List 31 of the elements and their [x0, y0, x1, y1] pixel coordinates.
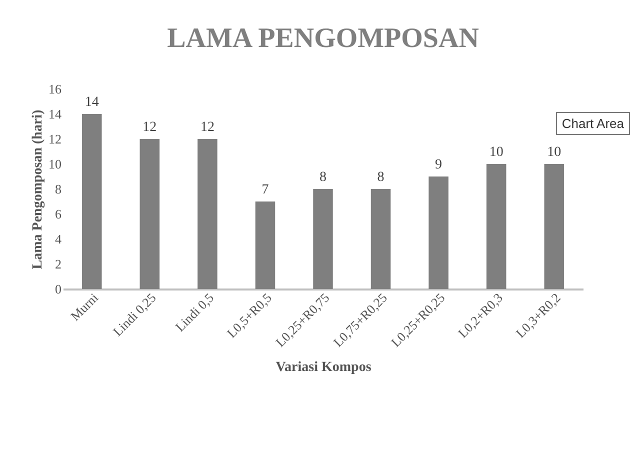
- y-tick-label: 10: [48, 156, 62, 172]
- y-tick-label: 16: [48, 82, 62, 96]
- data-label: 10: [547, 145, 562, 160]
- data-label: 12: [142, 120, 157, 135]
- data-label: 9: [435, 158, 442, 172]
- bar: [313, 189, 333, 289]
- bar: [370, 189, 391, 289]
- annotation: Chart Area: [556, 112, 630, 135]
- bar: [255, 202, 276, 289]
- x-axis-title: Variasi Kompos: [276, 360, 372, 375]
- bar: [140, 139, 160, 289]
- y-tick-label: 14: [48, 106, 62, 122]
- bar: [82, 114, 102, 289]
- data-label: 7: [262, 182, 269, 198]
- y-tick-label: 0: [55, 282, 62, 296]
- y-axis-title: Lama Pengomposan (hari): [30, 109, 46, 270]
- data-label: 8: [377, 170, 384, 185]
- bar: [198, 139, 218, 289]
- bar: [544, 164, 564, 289]
- data-label: 10: [489, 145, 504, 160]
- chart-title: LAMA PENGOMPOSAN: [167, 23, 479, 54]
- data-label: 14: [84, 95, 99, 110]
- data-label: 12: [200, 120, 214, 135]
- y-tick-label: 6: [55, 206, 62, 222]
- data-label: 8: [320, 170, 326, 185]
- y-tick-label: 4: [55, 232, 62, 246]
- y-tick-label: 2: [55, 256, 62, 272]
- y-tick-label: 12: [48, 132, 62, 146]
- bar: [486, 164, 506, 289]
- y-tick-label: 8: [55, 182, 62, 196]
- bar: [428, 176, 448, 289]
